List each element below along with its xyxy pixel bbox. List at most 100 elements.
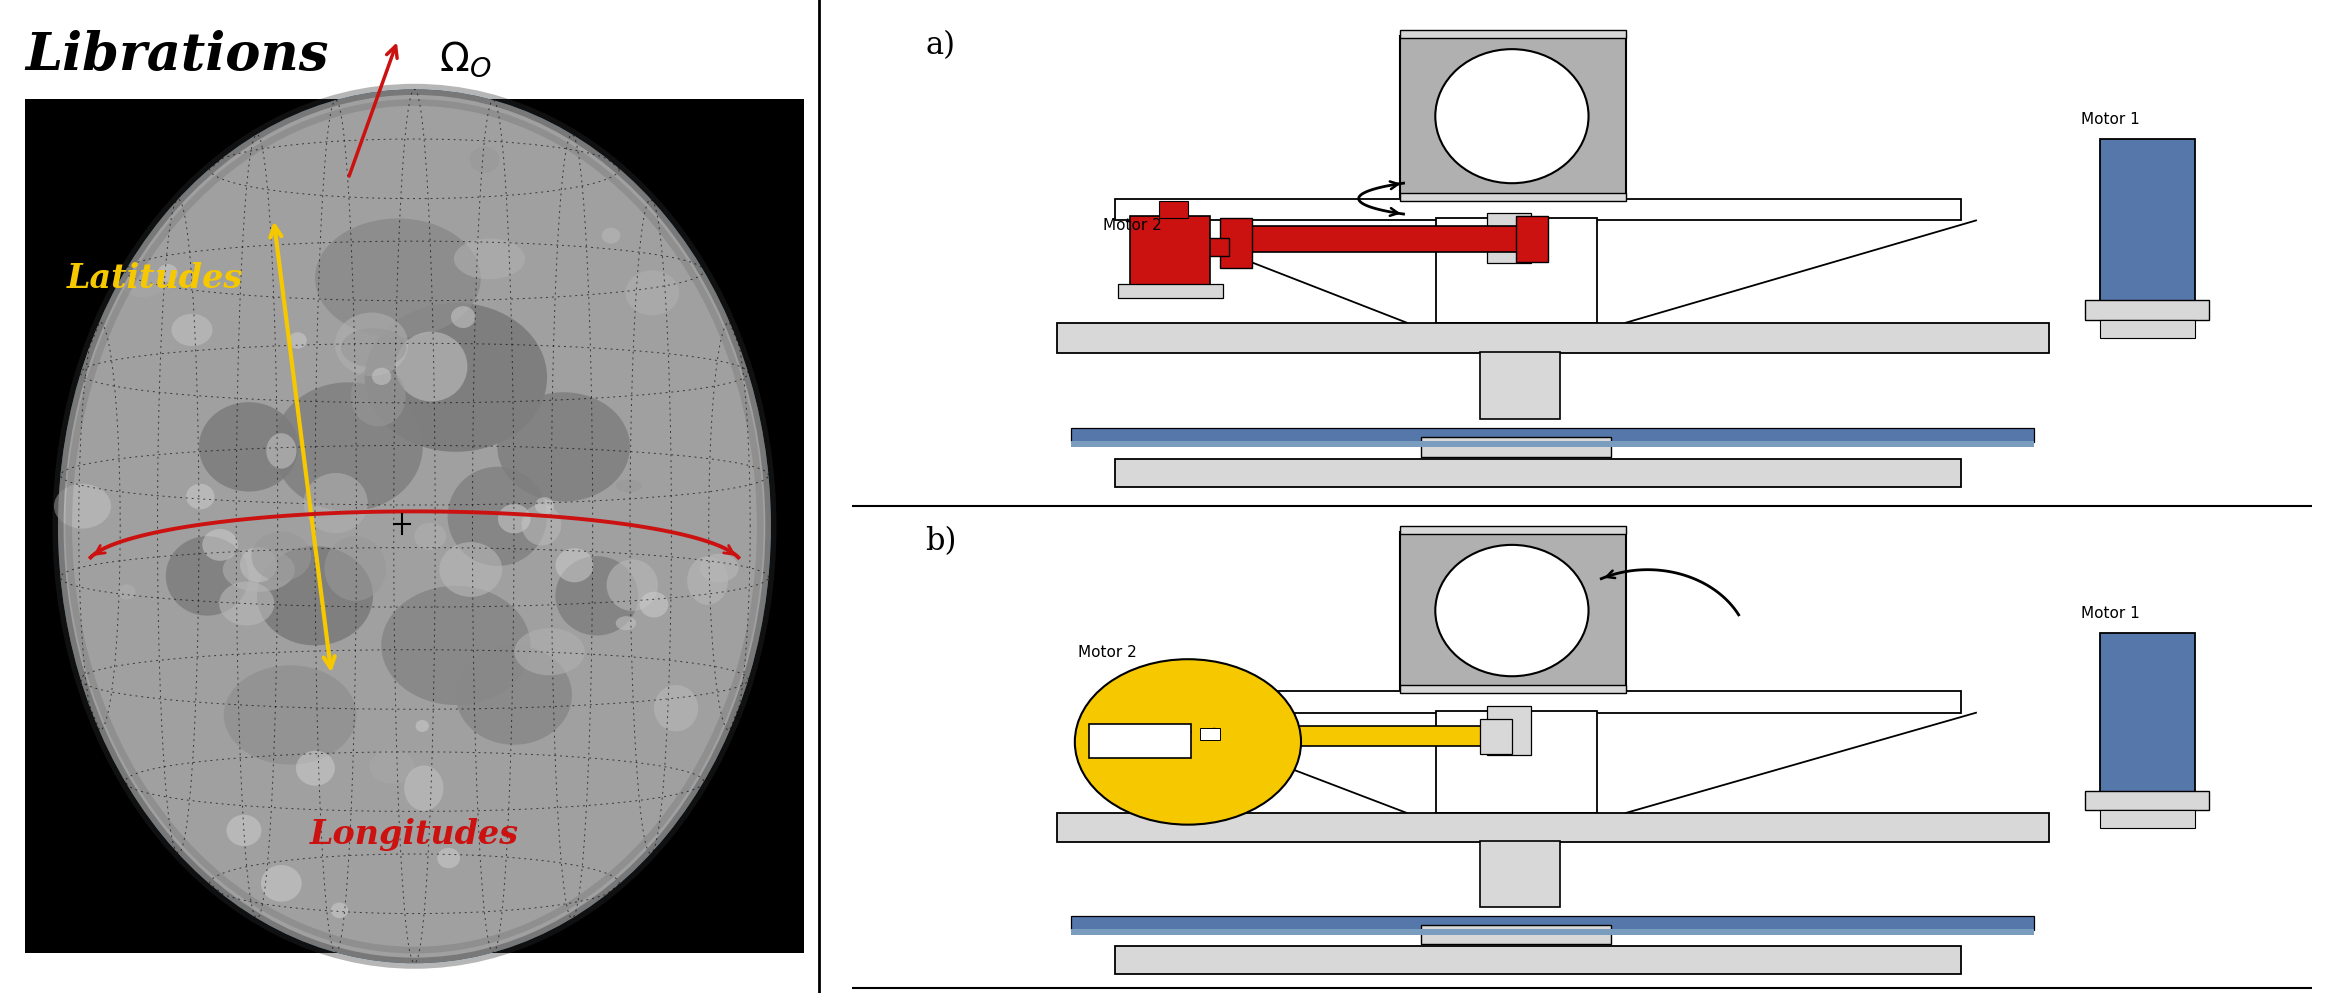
Ellipse shape (413, 522, 446, 550)
Bar (26, 99, 803, 953)
Bar (1072, 428, 2034, 442)
Bar (1116, 691, 1961, 713)
Text: Longitudes: Longitudes (311, 817, 518, 851)
Text: Librations: Librations (26, 30, 329, 80)
Ellipse shape (1436, 545, 1588, 676)
Bar (1480, 352, 1560, 419)
Ellipse shape (439, 542, 502, 597)
Ellipse shape (626, 270, 679, 316)
Bar (1072, 928, 2034, 934)
Ellipse shape (535, 497, 553, 514)
Bar (1118, 284, 1224, 298)
Ellipse shape (58, 89, 771, 963)
Ellipse shape (1151, 728, 1165, 737)
Ellipse shape (616, 617, 635, 631)
Bar (2099, 810, 2195, 827)
Ellipse shape (241, 547, 278, 582)
Bar (1224, 226, 1532, 252)
Bar (1399, 193, 1625, 201)
Ellipse shape (395, 332, 467, 401)
Bar (1158, 201, 1189, 218)
Ellipse shape (381, 586, 530, 705)
Bar (1189, 238, 1228, 256)
Ellipse shape (341, 328, 406, 367)
Ellipse shape (514, 629, 584, 675)
Bar (1487, 213, 1532, 263)
Ellipse shape (616, 480, 642, 493)
Text: Motor 2: Motor 2 (1079, 644, 1137, 659)
Bar (2085, 300, 2209, 320)
Ellipse shape (187, 484, 215, 509)
Ellipse shape (257, 546, 374, 645)
Bar (1130, 216, 1210, 288)
Ellipse shape (315, 218, 481, 338)
Ellipse shape (224, 665, 357, 765)
Ellipse shape (521, 504, 560, 545)
Ellipse shape (448, 467, 546, 566)
Ellipse shape (640, 592, 668, 618)
Bar (1055, 323, 2050, 353)
Bar (2099, 139, 2195, 303)
Ellipse shape (54, 484, 112, 528)
Ellipse shape (198, 402, 299, 492)
Ellipse shape (497, 504, 530, 533)
Ellipse shape (437, 848, 460, 868)
Bar (1399, 36, 1625, 197)
Bar (1436, 711, 1597, 813)
Ellipse shape (222, 548, 294, 592)
Text: Latitudes: Latitudes (65, 261, 243, 295)
Ellipse shape (290, 333, 306, 349)
Ellipse shape (556, 548, 593, 582)
Ellipse shape (119, 585, 135, 600)
Ellipse shape (266, 433, 297, 469)
Ellipse shape (404, 766, 444, 811)
Ellipse shape (654, 685, 698, 732)
Text: b): b) (925, 526, 957, 557)
Bar (1422, 924, 1611, 944)
Bar (1480, 841, 1560, 908)
Bar (1480, 719, 1513, 754)
Bar (2099, 633, 2195, 793)
Ellipse shape (119, 269, 166, 297)
Ellipse shape (273, 382, 423, 511)
Text: Motor 2: Motor 2 (1102, 218, 1163, 233)
Ellipse shape (453, 238, 525, 279)
Bar (1116, 459, 1961, 487)
Text: Motor 1: Motor 1 (2080, 607, 2139, 622)
Ellipse shape (371, 367, 392, 385)
Bar (1055, 813, 2050, 842)
Bar (1072, 441, 2034, 447)
Bar (1200, 728, 1221, 740)
Ellipse shape (700, 554, 738, 582)
Bar (1088, 725, 1191, 758)
Ellipse shape (166, 536, 248, 616)
Bar (1399, 526, 1625, 533)
Ellipse shape (350, 366, 406, 426)
Ellipse shape (203, 529, 238, 561)
Ellipse shape (262, 865, 301, 902)
Ellipse shape (364, 303, 546, 452)
Ellipse shape (332, 903, 348, 919)
Ellipse shape (159, 264, 177, 282)
Bar (1487, 706, 1532, 755)
Ellipse shape (170, 314, 212, 347)
Text: a): a) (925, 30, 955, 61)
Ellipse shape (455, 645, 572, 745)
Ellipse shape (369, 750, 416, 783)
Ellipse shape (1207, 728, 1221, 737)
Ellipse shape (607, 559, 658, 611)
Ellipse shape (686, 556, 729, 605)
Text: Motor 1: Motor 1 (2080, 112, 2139, 127)
Bar (1515, 216, 1548, 262)
Bar (2099, 320, 2195, 338)
Ellipse shape (297, 751, 334, 785)
Ellipse shape (602, 227, 621, 243)
Ellipse shape (325, 536, 385, 601)
Bar (1116, 946, 1961, 973)
Bar (1399, 685, 1625, 693)
Ellipse shape (497, 392, 630, 501)
Ellipse shape (252, 531, 311, 581)
Bar (1189, 726, 1497, 746)
Ellipse shape (1074, 659, 1301, 824)
Bar (1116, 199, 1961, 220)
